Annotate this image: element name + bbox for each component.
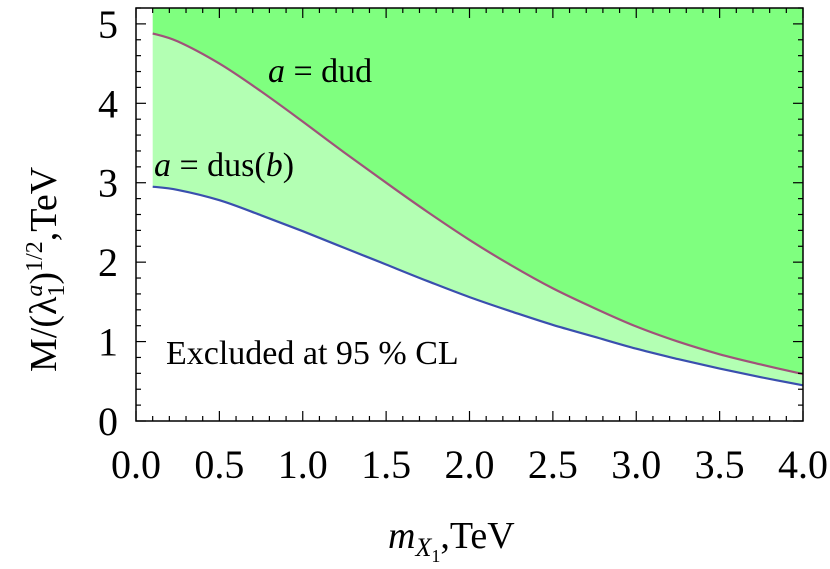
- label-dus-italic2: b: [266, 147, 283, 184]
- label-dus-rest1: = dus(: [171, 147, 266, 184]
- x-tick-label: 3.5: [695, 442, 745, 487]
- label-dus-italic: a: [154, 147, 171, 184]
- y-axis-title: M/(λ1a)1/2,TeV: [22, 166, 70, 372]
- x-title-subsub: 1: [431, 546, 440, 566]
- excluded-annotation: Excluded at 95 % CL: [166, 335, 459, 372]
- series-line-dud: [152, 32, 804, 376]
- y-tick-label: 3: [98, 161, 118, 206]
- y-tick-label: 4: [98, 81, 118, 126]
- y-tick-label: 2: [98, 240, 118, 285]
- y-title-close: ): [23, 272, 65, 285]
- y-tick-labels: 0 1 2 3 4 5: [98, 2, 118, 444]
- x-tick-label: 3.0: [611, 442, 661, 487]
- label-dud-rest: = dud: [285, 53, 372, 90]
- y-tick-label: 5: [98, 2, 118, 47]
- label-dus-rest2: ): [283, 147, 294, 184]
- x-tick-label: 0.0: [111, 442, 161, 487]
- y-title-suffix: ,TeV: [23, 166, 65, 241]
- series-lines: [152, 32, 804, 387]
- x-title-base: m: [388, 515, 415, 557]
- series-label-dus: a = dus(b): [154, 147, 294, 184]
- exclusion-fill-regions: [152, 8, 803, 386]
- x-tick-label: 1.5: [361, 442, 411, 487]
- fill-region-dus: [152, 33, 803, 386]
- x-tick-label: 4.0: [778, 442, 828, 487]
- x-tick-label: 2.5: [528, 442, 578, 487]
- y-tick-label: 0: [98, 399, 118, 444]
- x-axis-title: mX1,TeV: [388, 515, 515, 566]
- label-dud-italic: a: [268, 53, 285, 90]
- x-tick-label: 1.0: [278, 442, 328, 487]
- x-tick-label: 0.5: [194, 442, 244, 487]
- y-title-sup: a: [22, 285, 48, 297]
- y-tick-label: 1: [98, 320, 118, 365]
- y-title-sub: 1: [44, 285, 70, 297]
- x-title-suffix: ,TeV: [440, 515, 515, 557]
- y-title-text: M/(λ: [23, 296, 65, 372]
- fill-region-dud: [152, 8, 803, 375]
- x-tick-label: 2.0: [445, 442, 495, 487]
- y-title-exp: 1/2: [22, 241, 48, 272]
- series-line-dus: [152, 185, 804, 387]
- x-tick-labels: 0.0 0.5 1.0 1.5 2.0 2.5 3.0 3.5 4.0: [111, 442, 828, 487]
- axis-ticks: [135, 7, 804, 422]
- x-title-sub: X: [414, 533, 432, 562]
- series-label-dud: a = dud: [268, 53, 372, 90]
